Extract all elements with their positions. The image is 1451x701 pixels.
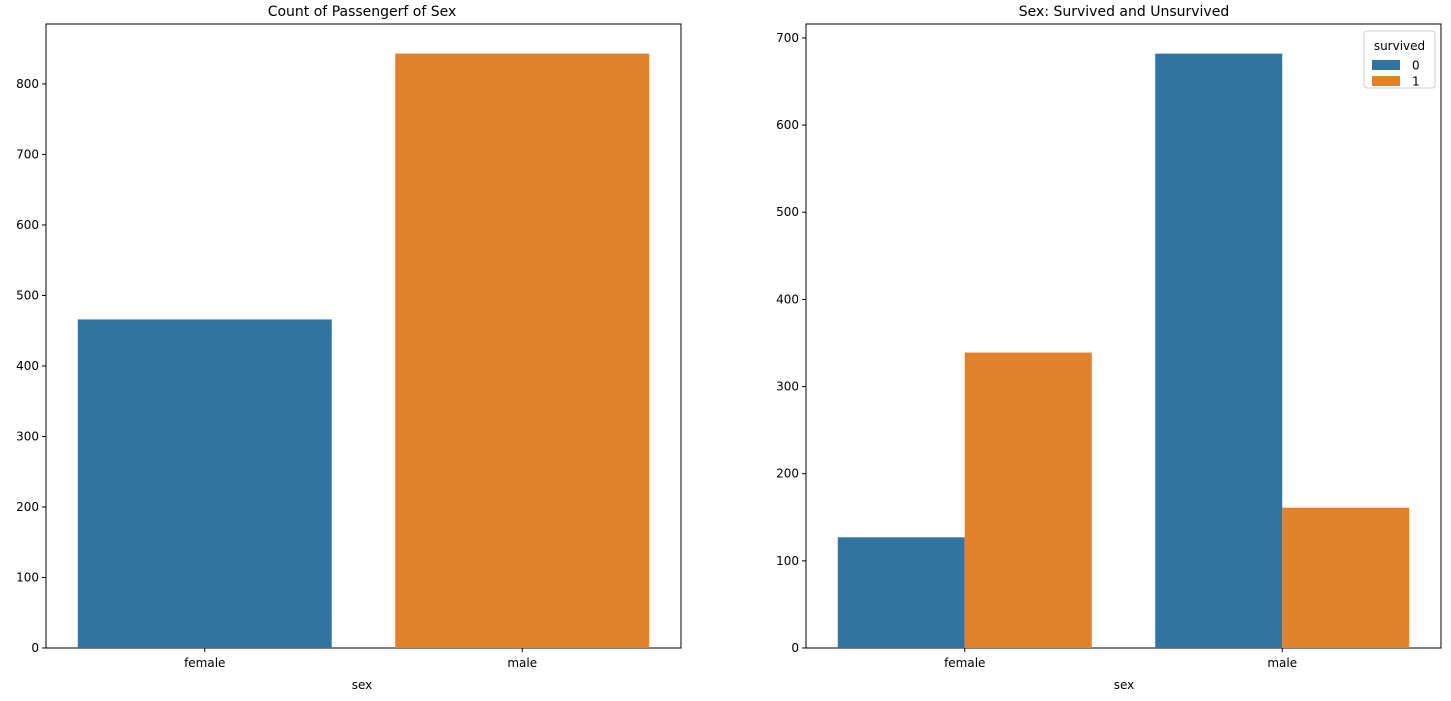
chart-survival-by-sex: Sex: Survived and Unsurvived 0 100 200 300 4…: [776, 4, 1442, 692]
x-axis-label: sex: [1114, 678, 1135, 692]
x-tick-label: male: [1267, 656, 1297, 670]
plot-frame: [45, 23, 682, 649]
y-axis: 0 100 200 300 400 500 600 700: [776, 31, 806, 655]
y-tick-label: 800: [16, 77, 39, 91]
y-tick-label: 700: [776, 31, 799, 45]
y-axis: 0 100 200 300 400 500 600 700 800: [16, 77, 46, 655]
legend-label-0: 0: [1412, 59, 1420, 73]
bar-male-survived-0: [1155, 53, 1283, 648]
legend-swatch-0: [1372, 60, 1400, 70]
bar-female-survived-0: [837, 537, 965, 648]
chart-title: Count of Passengerf of Sex: [268, 4, 457, 20]
chart-count-by-sex: Count of Passengerf of Sex 0 100 200 300 400…: [16, 4, 682, 692]
legend-frame: [1363, 30, 1436, 89]
x-axis: female male: [184, 648, 537, 670]
y-tick-label: 0: [31, 641, 39, 655]
y-tick-label: 200: [776, 467, 799, 481]
y-tick-label: 100: [776, 554, 799, 568]
y-tick-label: 600: [16, 218, 39, 232]
x-tick-label: female: [944, 656, 985, 670]
legend-title: survived: [1374, 39, 1425, 53]
x-axis-label: sex: [352, 678, 373, 692]
y-tick-label: 100: [16, 570, 39, 584]
chart-title: Sex: Survived and Unsurvived: [1019, 4, 1229, 20]
plot-frame: [805, 23, 1442, 649]
legend: survived 0 1: [1363, 30, 1436, 89]
y-tick-label: 0: [791, 641, 799, 655]
x-tick-label: male: [507, 656, 537, 670]
bar-male: [395, 53, 650, 648]
y-tick-label: 700: [16, 147, 39, 161]
bar-female: [77, 319, 332, 648]
x-axis: female male: [944, 648, 1297, 670]
x-tick-label: female: [184, 656, 225, 670]
y-tick-label: 200: [16, 500, 39, 514]
legend-label-1: 1: [1412, 75, 1420, 89]
y-tick-label: 300: [16, 429, 39, 443]
y-tick-label: 500: [776, 205, 799, 219]
y-tick-label: 400: [16, 359, 39, 373]
y-tick-label: 600: [776, 118, 799, 132]
legend-swatch-1: [1372, 76, 1400, 86]
bars: [77, 53, 650, 648]
y-tick-label: 300: [776, 380, 799, 394]
bar-female-survived-1: [964, 352, 1092, 648]
y-tick-label: 400: [776, 292, 799, 306]
bar-male-survived-1: [1282, 507, 1410, 648]
y-tick-label: 500: [16, 288, 39, 302]
bars: [837, 53, 1410, 648]
